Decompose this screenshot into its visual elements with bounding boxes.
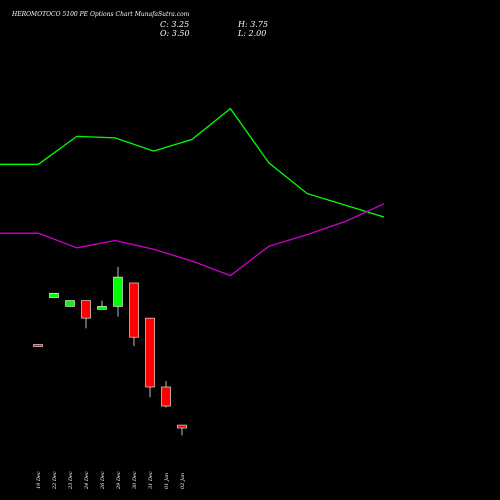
x-tick-label: 22 Dec (52, 471, 58, 490)
close-value: C: 3.25 (160, 20, 190, 29)
candle-body-up (113, 276, 123, 307)
magenta-overlay-line (0, 203, 385, 277)
candle (33, 344, 43, 347)
chart-title: HEROMOTOCO 5100 PE Options Chart MunafaS… (12, 11, 190, 18)
candle-body-down (161, 386, 171, 407)
candle-body-up (97, 306, 107, 310)
open-value: O: 3.50 (160, 29, 190, 38)
candle (161, 381, 171, 408)
x-tick-label: 29 Dec (116, 471, 122, 490)
candle (65, 300, 75, 307)
candle-body-down (145, 317, 155, 388)
green-overlay-line (0, 107, 385, 218)
x-tick-label: 30 Dec (132, 471, 138, 489)
low-value: L: 2.00 (238, 29, 267, 38)
x-tick-label: 31 Dec (148, 471, 154, 489)
x-tick-label: 19 Dec (36, 471, 42, 489)
candle (81, 300, 91, 329)
x-axis-labels: 19 Dec 22 Dec 23 Dec 24 Dec 26 Dec 29 Dec 30 D… (36, 471, 186, 490)
candle (49, 292, 59, 298)
candle (129, 282, 139, 346)
candle-body-down (129, 282, 139, 338)
candle (177, 424, 187, 436)
candle (145, 317, 155, 398)
x-tick-label: 26 Dec (100, 471, 106, 490)
candle (97, 300, 107, 310)
candle-body-down (177, 424, 187, 429)
x-tick-label: 24 Dec (84, 471, 90, 490)
x-tick-label: 01 Jan (164, 473, 170, 489)
high-value: H: 3.75 (238, 20, 269, 29)
candle-body-up (49, 292, 59, 298)
candle-body-down (81, 300, 91, 319)
candle-body-up (65, 300, 75, 307)
x-tick-label: 02 Jan (180, 473, 186, 489)
candles (33, 266, 187, 436)
candle (113, 266, 123, 317)
overlay-lines (0, 107, 385, 277)
x-tick-label: 23 Dec (68, 471, 74, 490)
candle-body-down (33, 344, 43, 347)
